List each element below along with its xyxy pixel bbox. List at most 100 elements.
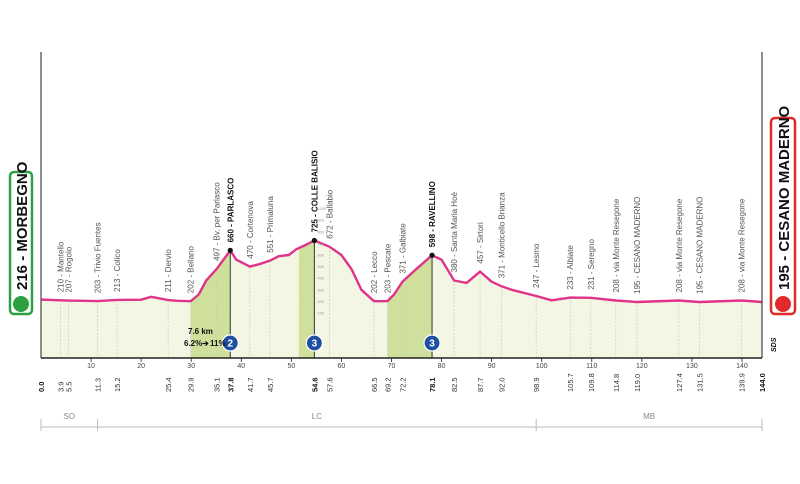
place-label-25: 208 - via Monte Resegone — [675, 198, 684, 292]
x-tick-label-8: 90 — [488, 363, 496, 370]
place-km-27: 139.9 — [738, 373, 747, 392]
climb-category-0: 2 — [227, 339, 233, 350]
climb-zone-1 — [298, 240, 315, 358]
place-label-3: 203 - Trivio Fuentes — [94, 222, 103, 293]
place-km-20: 98.9 — [532, 377, 541, 392]
elev-tick-5: 500 — [317, 264, 324, 269]
place-km-17: 82.5 — [450, 377, 459, 392]
summit-dot-1 — [227, 247, 233, 253]
start-box — [8, 170, 34, 316]
x-tick-label-7: 80 — [438, 363, 446, 370]
place-km-13: 66.5 — [370, 377, 379, 392]
place-label-22: 231 - Seregno — [587, 239, 596, 290]
place-label-2: 207 - Rogolo — [65, 246, 74, 292]
climb-category-2: 3 — [429, 339, 435, 350]
elev-tick-8: 200 — [317, 299, 324, 304]
place-label-12: 672 - Ballabio — [325, 189, 334, 238]
elev-tick-0: 1000 — [317, 206, 327, 211]
x-tick-label-11: 120 — [636, 363, 648, 370]
x-tick-label-4: 50 — [287, 363, 295, 370]
finish-icon — [775, 296, 791, 312]
summit-dot-3 — [429, 252, 435, 258]
place-label-4: 213 - Colico — [113, 249, 122, 292]
place-km-12: 57.6 — [325, 377, 334, 392]
summit-dot-2 — [311, 237, 317, 244]
x-tick-label-10: 110 — [586, 363, 597, 370]
gradient-length: 7.6 km — [188, 327, 213, 336]
place-label-15: 371 - Galbiate — [399, 223, 408, 274]
place-km-0: 0.0 — [37, 382, 46, 392]
province-label-1: LC — [312, 412, 322, 421]
province-label-2: MB — [643, 412, 655, 421]
place-label-24: 195 - CESANO MADERNO — [633, 197, 642, 294]
x-tick-label-2: 30 — [187, 363, 195, 370]
elev-tick-7: 300 — [317, 287, 324, 292]
place-label-9: 470 - Cortenova — [246, 201, 255, 259]
place-km-16: 78.1 — [428, 377, 437, 392]
place-km-7: 35.1 — [213, 377, 222, 392]
elev-tick-6: 400 — [317, 276, 324, 281]
place-label-21: 233 - Albiate — [566, 245, 575, 290]
place-km-19: 92.0 — [498, 377, 507, 392]
climb-category-1: 3 — [312, 339, 318, 350]
place-label-20: 247 - Lesmo — [532, 243, 541, 288]
finish-badge: 195 - CESANO MADERNO SDS — [769, 105, 797, 352]
climb-zone-0 — [190, 251, 231, 358]
province-label-0: SO — [64, 412, 76, 421]
elev-tick-2: 800 — [317, 229, 324, 234]
gradient-note: 7.6 km 6.2% ➔ 11% — [184, 327, 226, 348]
place-km-6: 29.9 — [187, 377, 196, 392]
x-tick-label-6: 70 — [388, 363, 396, 370]
place-km-24: 119.0 — [633, 374, 642, 392]
place-km-4: 15.2 — [113, 377, 122, 392]
x-tick-label-5: 60 — [338, 363, 346, 370]
x-tick-label-3: 40 — [237, 363, 245, 370]
start-icon — [13, 296, 29, 312]
place-labels: 210 - Mantello 207 - Rogolo 203 - Trivio F… — [57, 150, 747, 294]
place-label-10: 551 - Primaluna — [266, 196, 275, 253]
start-badge: 216 - MORBEGNO — [8, 161, 34, 316]
profile-layer — [40, 52, 763, 359]
place-km-22: 109.8 — [587, 373, 596, 392]
finish-label: 195 - CESANO MADERNO — [776, 105, 793, 290]
place-label-5: 211 - Dervio — [164, 249, 173, 293]
place-label-17: 380 - Santa Maria Hoè — [450, 191, 459, 272]
place-km-14: 69.2 — [384, 377, 393, 392]
place-km-26: 131.5 — [695, 373, 704, 392]
place-km-10: 45.7 — [266, 377, 275, 392]
place-km-8: 37.8 — [226, 377, 235, 392]
place-label-11: 725 - COLLE BALISIO — [310, 150, 319, 232]
place-km-23: 114.8 — [612, 374, 621, 392]
gradient-max: 11% — [210, 339, 226, 348]
climb-marker-1 — [305, 334, 323, 352]
place-label-26: 195 - CESANO MADERNO — [695, 197, 704, 294]
place-label-1: 210 - Mantello — [57, 241, 66, 292]
x-tick-label-12: 130 — [686, 363, 698, 370]
climb-markers: 2 3 3 — [221, 334, 441, 352]
x-tick-label-1: 20 — [137, 363, 145, 370]
place-label-8: 660 - PARLASCO — [226, 178, 235, 243]
place-label-13: 202 - Lecco — [370, 251, 379, 293]
finish-mark: SDS — [771, 337, 778, 352]
place-km-3: 11.3 — [94, 378, 103, 392]
climb-marker-2 — [423, 334, 441, 352]
place-label-18: 457 - Sirtori — [476, 222, 485, 264]
elev-tick-9: 100 — [317, 311, 324, 316]
finish-box — [769, 116, 797, 316]
place-km-1: 3.9 — [57, 382, 66, 392]
place-label-23: 208 - via Monte Resegone — [612, 198, 621, 292]
x-tick-label-13: 140 — [736, 363, 748, 370]
province-bar: SO LC MB — [40, 412, 763, 431]
place-km-15: 72.2 — [399, 377, 408, 392]
place-label-6: 202 - Bellano — [187, 246, 196, 294]
place-label-14: 203 - Pescate — [384, 243, 393, 293]
place-label-19: 371 - Monticello Brianza — [498, 192, 507, 278]
x-tick-label-9: 100 — [536, 363, 548, 370]
elev-tick-4: 600 — [317, 253, 324, 258]
place-label-7: 497 - Bv. per Parlasco — [213, 182, 222, 261]
place-km-11: 54.6 — [310, 377, 319, 392]
place-label-27: 208 - via Monte Resegone — [738, 198, 747, 292]
place-km-28: 144.0 — [758, 373, 767, 392]
start-label: 216 - MORBEGNO — [14, 161, 31, 290]
